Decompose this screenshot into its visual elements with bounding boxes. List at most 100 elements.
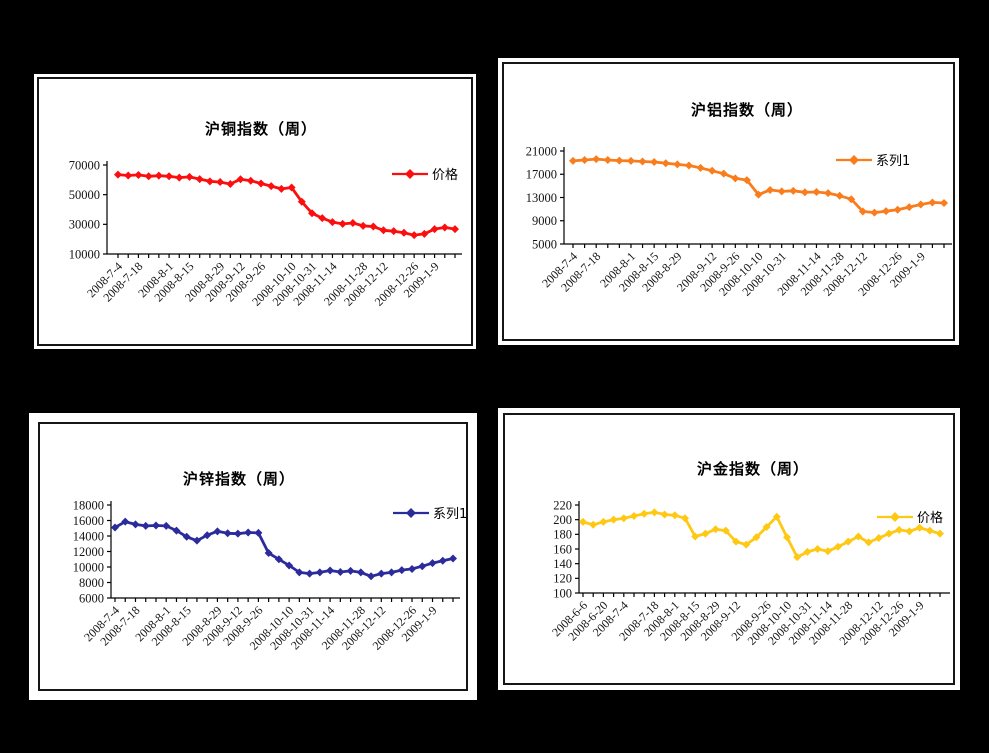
y-tick-label: 13000	[526, 191, 557, 205]
data-point-marker	[389, 227, 398, 236]
y-tick-label: 18000	[73, 498, 104, 512]
data-point-marker	[650, 158, 659, 167]
data-point-marker	[356, 568, 365, 577]
data-point-marker	[754, 190, 763, 199]
legend-series-marker-icon	[392, 168, 428, 179]
chart-plot: 6000800010000120001400016000180002008-7-…	[73, 498, 460, 653]
data-point-marker	[287, 183, 296, 192]
data-point-marker	[615, 156, 624, 165]
chart-plot: 500090001300017000210002008-7-42008-7-18…	[526, 144, 952, 299]
data-point-marker	[893, 205, 902, 214]
legend-series-marker-icon	[393, 507, 429, 518]
y-tick-label: 160	[553, 542, 572, 556]
data-point-marker	[397, 566, 406, 575]
data-point-marker	[885, 529, 893, 538]
data-point-marker	[847, 195, 856, 204]
data-point-marker	[882, 207, 891, 216]
data-point-marker	[824, 189, 833, 198]
data-point-marker	[223, 529, 232, 538]
data-point-marker	[772, 512, 781, 521]
chart-plot: 1001201401601802002202008-6-62008-6-2020…	[549, 498, 950, 648]
y-tick-label: 16000	[73, 514, 104, 528]
data-point-marker	[216, 178, 225, 187]
data-point-marker	[114, 170, 122, 179]
data-point-marker	[928, 198, 937, 207]
chart-legend: 系列1	[834, 150, 910, 169]
data-point-marker	[379, 226, 388, 235]
data-point-marker	[205, 177, 214, 186]
data-point-marker	[256, 179, 265, 188]
data-point-marker	[835, 191, 844, 200]
data-point-marker	[254, 528, 263, 537]
data-point-marker	[592, 155, 601, 164]
y-tick-label: 10000	[69, 247, 100, 261]
y-tick-label: 70000	[69, 158, 100, 172]
chart-panel-copper: 10000 30000 50000 70000 2008-7-4 2008-7-18 200…	[34, 74, 476, 349]
data-point-marker	[185, 172, 194, 181]
data-point-marker	[670, 511, 679, 520]
data-point-marker	[800, 188, 809, 197]
data-point-marker	[175, 173, 184, 182]
data-point-marker	[762, 523, 771, 531]
data-point-marker	[742, 176, 751, 185]
data-point-marker	[449, 554, 457, 563]
data-point-marker	[803, 547, 812, 556]
data-point-marker	[451, 225, 459, 234]
data-point-marker	[315, 568, 324, 577]
chart-title: 沪铝指数（周）	[690, 101, 804, 119]
data-point-marker	[192, 536, 201, 545]
data-point-marker	[650, 508, 659, 517]
data-point-marker	[870, 208, 879, 217]
chart-legend: 价格	[875, 507, 943, 526]
chart-panel-gold: 100 120 140 160 180 200 220 2008-6-6 2008-6-20 20…	[498, 408, 960, 690]
data-point-marker	[834, 542, 842, 551]
legend-series-marker-icon	[877, 511, 913, 522]
y-tick-label: 180	[553, 528, 572, 542]
y-tick-label: 10000	[73, 560, 104, 574]
data-point-marker	[162, 521, 171, 530]
legend-series-marker-icon	[836, 154, 872, 165]
data-point-marker	[731, 174, 740, 183]
data-point-marker	[328, 218, 337, 227]
y-tick-label: 6000	[79, 591, 104, 605]
data-point-marker	[430, 225, 439, 234]
chart-legend: 系列1	[391, 503, 467, 522]
data-point-marker	[236, 175, 245, 184]
y-tick-label: 30000	[69, 218, 100, 232]
data-point-marker	[440, 223, 449, 232]
data-point-marker	[626, 156, 635, 165]
data-point-marker	[420, 229, 429, 238]
data-point-marker	[630, 512, 638, 520]
data-point-marker	[732, 537, 740, 546]
series-line	[116, 173, 457, 237]
data-point-marker	[864, 538, 873, 547]
data-point-marker	[195, 175, 204, 184]
data-point-marker	[708, 166, 717, 175]
legend-label: 系列1	[876, 154, 911, 169]
y-tick-label: 9000	[532, 214, 557, 228]
series-line	[113, 520, 455, 578]
y-tick-label: 140	[553, 557, 572, 571]
data-point-marker	[721, 526, 730, 535]
data-point-marker	[580, 156, 589, 165]
data-point-marker	[308, 209, 317, 218]
data-point-marker	[124, 171, 133, 180]
data-point-marker	[141, 521, 150, 530]
y-tick-label: 21000	[526, 144, 557, 158]
data-point-marker	[121, 517, 130, 526]
data-point-marker	[789, 186, 798, 195]
data-point-marker	[854, 532, 863, 541]
data-point-marker	[905, 203, 914, 212]
data-point-marker	[936, 529, 944, 538]
data-point-marker	[297, 197, 306, 206]
y-tick-label: 17000	[526, 168, 557, 182]
data-point-marker	[609, 515, 618, 524]
chart-legend: 价格	[390, 164, 458, 183]
data-point-marker	[681, 514, 689, 523]
data-point-marker	[346, 566, 355, 575]
data-point-marker	[154, 171, 163, 180]
data-point-marker	[277, 184, 286, 193]
data-point-marker	[858, 207, 867, 216]
data-point-marker	[295, 568, 304, 577]
chart-title: 沪锌指数（周）	[182, 470, 296, 488]
